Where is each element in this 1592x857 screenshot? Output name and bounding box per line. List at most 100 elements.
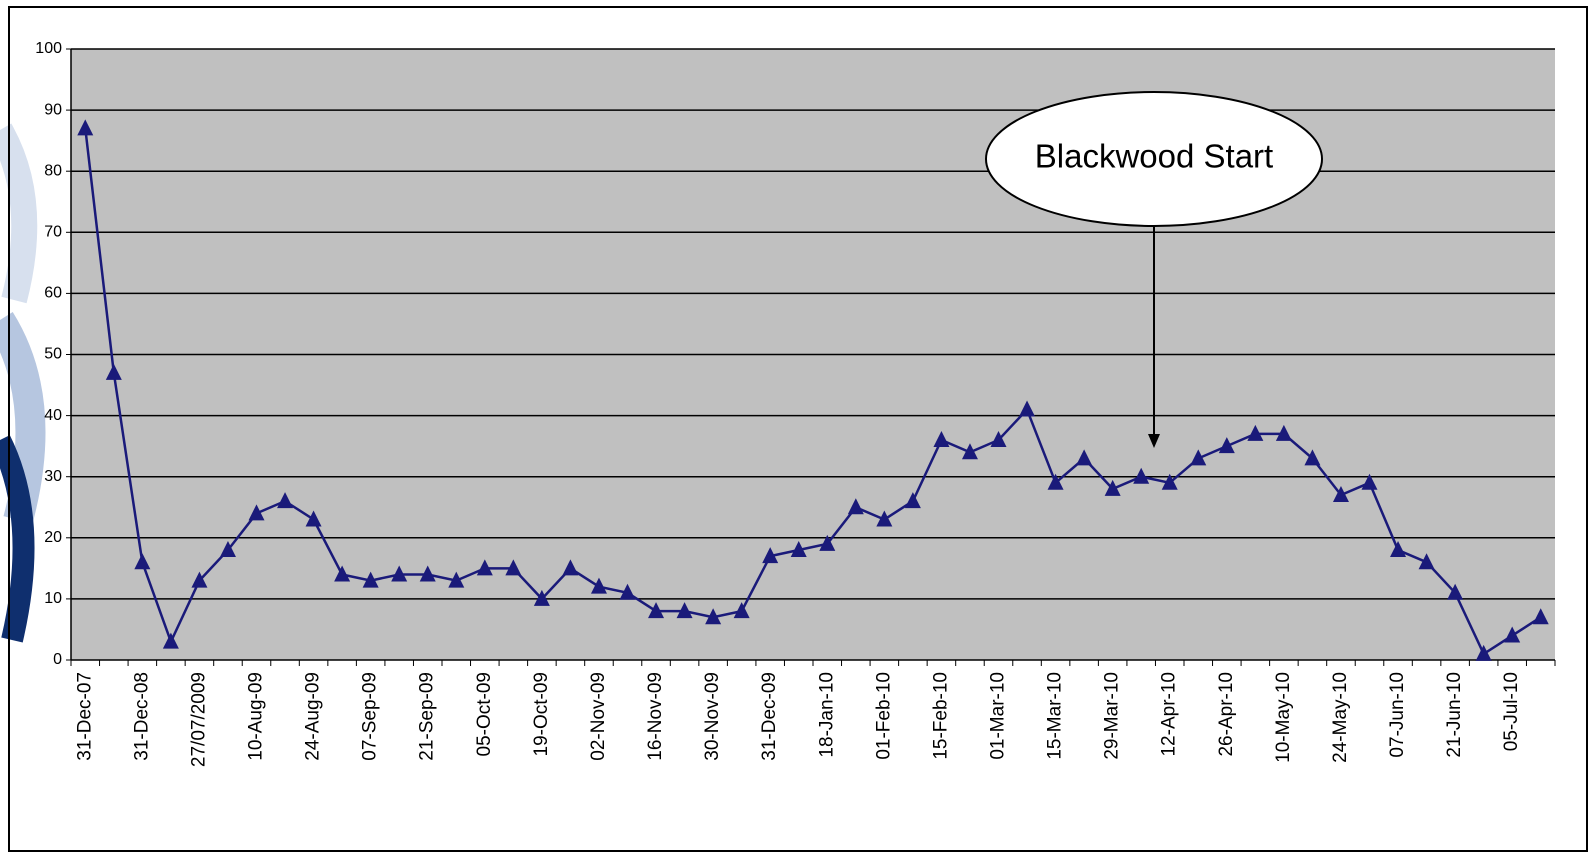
data-point-marker [248,504,265,521]
data-point-marker [790,541,807,558]
data-point-marker [219,541,236,558]
y-tick-label: 90 [44,101,62,118]
x-tick-label: 01-Feb-10 [873,672,894,760]
data-point-marker [1390,541,1407,558]
data-point-marker [505,559,522,576]
data-point-marker [1047,473,1064,490]
data-point-marker [105,363,122,380]
x-tick-label: 02-Nov-09 [588,672,609,761]
data-point-marker [362,571,379,588]
data-point-marker [676,602,693,619]
y-tick-label: 20 [44,529,62,546]
x-tick-label: 24-Aug-09 [303,672,324,761]
data-point-marker [648,602,665,619]
data-point-marker [562,559,579,576]
x-tick-label: 15-Feb-10 [930,672,951,760]
data-point-marker [1247,424,1264,441]
x-tick-label: 24-May-10 [1330,672,1351,763]
x-tick-label: 21-Jun-10 [1444,672,1465,758]
data-point-marker [277,492,294,509]
x-tick-label: 12-Apr-10 [1159,672,1180,757]
y-tick-label: 60 [44,285,62,302]
data-point-marker [1019,400,1036,417]
data-point-marker [762,547,779,564]
data-point-marker [1190,449,1207,466]
data-point-marker [1332,486,1349,503]
data-point-marker [305,510,322,527]
x-tick-label: 19-Oct-09 [531,672,552,756]
x-tick-label: 27/07/2009 [188,672,209,767]
data-point-marker [334,565,351,582]
x-tick-label: 05-Oct-09 [474,672,495,756]
data-point-marker [733,602,750,619]
y-tick-label: 10 [44,590,62,607]
data-point-marker [847,498,864,515]
x-tick-label: 29-Mar-10 [1102,672,1123,760]
data-point-marker [1418,553,1435,570]
series-line [84,128,1542,656]
x-tick-label: 31-Dec-07 [74,672,95,761]
callout-label: Blackwood Start [1035,138,1273,175]
x-tick-label: 30-Nov-09 [702,672,723,761]
x-tick-label: 07-Sep-09 [360,672,381,761]
x-tick-label: 26-Apr-10 [1216,672,1237,757]
data-point-marker [191,571,208,588]
data-point-marker [134,553,151,570]
data-point-marker [1532,608,1549,625]
y-tick-label: 100 [35,40,62,57]
series-markers [77,119,1549,661]
callout-ellipse [985,91,1323,227]
data-point-marker [476,559,493,576]
data-point-marker [533,589,550,606]
data-point-marker [1104,479,1121,496]
data-point-marker [1161,473,1178,490]
data-point-marker [448,571,465,588]
data-point-marker [419,565,436,582]
y-tick-label: 30 [44,468,62,485]
data-point-marker [162,632,179,649]
x-tick-label: 31-Dec-08 [131,672,152,761]
y-axis-ticks: 0 10 20 30 40 50 60 70 80 90 100 [35,40,71,668]
data-point-marker [590,577,607,594]
x-axis-ticks: 31-Dec-07 31-Dec-08 27/07/2009 10-Aug-09 24-… [70,660,1556,767]
x-tick-label: 31-Dec-09 [759,672,780,761]
callout-arrow-head [1148,434,1160,448]
data-point-marker [1361,473,1378,490]
data-point-marker [77,119,94,136]
x-tick-label: 15-Mar-10 [1045,672,1066,760]
x-tick-label: 21-Sep-09 [417,672,438,761]
data-point-marker [1133,467,1150,484]
y-tick-label: 50 [44,346,62,363]
blackwood-start-callout: Blackwood Start [985,91,1323,448]
x-tick-label: 10-Aug-09 [246,672,267,761]
data-point-marker [819,534,836,551]
x-tick-label: 07-Jun-10 [1387,672,1408,758]
x-tick-label: 18-Jan-10 [816,672,837,758]
y-tick-label: 0 [53,651,62,668]
data-point-marker [1218,437,1235,454]
data-point-marker [1076,449,1093,466]
data-point-marker [1504,626,1521,643]
data-point-marker [876,510,893,527]
x-tick-label: 16-Nov-09 [645,672,666,761]
x-tick-label: 01-Mar-10 [988,672,1009,760]
data-point-marker [1475,644,1492,661]
y-tick-label: 40 [44,407,62,424]
chart-frame [8,6,1588,852]
data-point-marker [1275,424,1292,441]
data-point-marker [619,583,636,600]
data-point-marker [1447,583,1464,600]
data-point-marker [904,492,921,509]
data-point-marker [933,431,950,448]
gridlines [71,48,1555,600]
y-tick-label: 80 [44,162,62,179]
data-point-marker [1304,449,1321,466]
data-point-marker [990,431,1007,448]
data-point-marker [705,608,722,625]
x-tick-label: 10-May-10 [1273,672,1294,763]
y-tick-label: 70 [44,224,62,241]
data-point-marker [391,565,408,582]
x-tick-label: 05-Jul-10 [1501,672,1522,751]
data-point-marker [961,443,978,460]
